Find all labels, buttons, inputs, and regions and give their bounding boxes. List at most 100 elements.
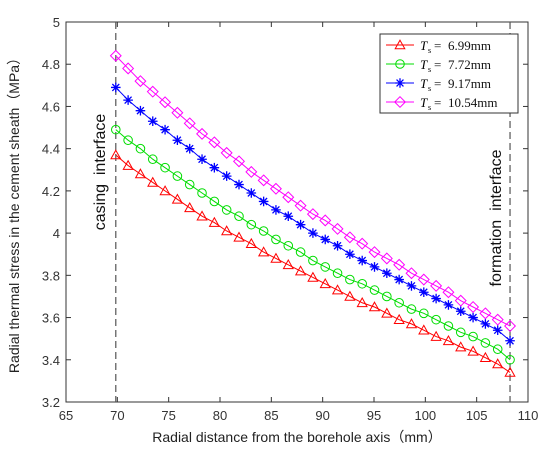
legend-symbol: T xyxy=(420,76,428,91)
data-point-asterisk xyxy=(455,306,466,317)
x-axis-title: Radial distance from the borehole axis（m… xyxy=(152,429,441,445)
data-point-asterisk xyxy=(172,135,183,146)
y-tick-label: 3.2 xyxy=(42,395,60,410)
data-point-circle xyxy=(135,143,146,154)
data-point-diamond xyxy=(232,155,246,168)
legend-equals: = xyxy=(434,95,441,110)
x-tick-label: 70 xyxy=(110,408,124,423)
data-point-circle xyxy=(369,285,380,295)
y-tick-label: 3.6 xyxy=(42,311,60,326)
legend-label: 7.72mm xyxy=(448,57,491,72)
x-tick-label: 75 xyxy=(161,408,175,423)
data-point-circle xyxy=(110,124,121,135)
data-point-asterisk xyxy=(492,325,503,336)
data-point-circle xyxy=(332,268,343,279)
x-tick-label: 65 xyxy=(59,408,73,423)
data-point-triangle xyxy=(467,345,479,356)
data-point-asterisk xyxy=(123,95,133,105)
data-point-triangle xyxy=(233,231,245,242)
data-point-diamond xyxy=(257,174,270,187)
data-point-asterisk xyxy=(160,124,170,135)
data-point-triangle xyxy=(171,193,184,204)
data-point-diamond xyxy=(159,96,172,109)
data-point-asterisk xyxy=(246,188,257,198)
data-point-asterisk xyxy=(135,105,146,116)
data-point-diamond xyxy=(109,49,122,62)
data-point-triangle xyxy=(319,277,331,289)
data-point-diamond xyxy=(491,313,504,326)
series-diamond xyxy=(109,49,517,333)
series-group xyxy=(109,49,517,377)
y-tick-label: 4.2 xyxy=(42,184,60,199)
data-point-diamond xyxy=(282,191,295,204)
data-point-triangle xyxy=(270,252,282,263)
data-point-asterisk xyxy=(369,262,380,272)
data-point-triangle xyxy=(134,168,147,179)
data-point-triangle xyxy=(368,301,381,312)
data-point-triangle xyxy=(356,296,368,308)
data-point-diamond xyxy=(306,208,319,221)
data-point-asterisk xyxy=(357,255,367,266)
data-point-diamond xyxy=(294,199,307,212)
data-point-circle xyxy=(197,188,207,198)
data-point-triangle xyxy=(196,210,208,221)
legend-marker-asterisk xyxy=(395,78,405,88)
data-point-circle xyxy=(492,344,503,355)
data-point-asterisk xyxy=(221,171,232,181)
data-point-diamond xyxy=(220,146,233,159)
data-point-triangle xyxy=(245,237,257,248)
data-point-triangle xyxy=(455,341,467,352)
data-point-circle xyxy=(468,331,478,342)
data-point-asterisk xyxy=(418,287,429,298)
data-point-circle xyxy=(431,314,441,325)
axis-ticks: 65 70 75 80 85 90 95 100 105 110 3.2 3.4 3.6 3.8 4 4.2 4… xyxy=(42,15,538,423)
data-point-diamond xyxy=(171,106,184,119)
data-point-circle xyxy=(505,354,515,365)
legend-marker-diamond xyxy=(393,95,407,109)
legend-subscript: s xyxy=(428,65,431,74)
data-point-triangle xyxy=(442,334,455,346)
data-point-asterisk xyxy=(209,162,220,173)
series-circle xyxy=(110,124,515,365)
y-tick-label: 4.6 xyxy=(42,99,60,114)
data-point-triangle xyxy=(184,201,196,213)
data-point-circle xyxy=(295,247,306,257)
legend-marker-triangle xyxy=(394,39,406,50)
legend-symbol: T xyxy=(420,95,428,110)
data-point-asterisk xyxy=(295,219,306,230)
data-point-circle xyxy=(147,154,158,165)
x-tick-label: 110 xyxy=(518,408,539,423)
data-point-triangle xyxy=(294,265,307,276)
y-tick-label: 5 xyxy=(53,15,60,30)
data-point-diamond xyxy=(356,237,369,250)
data-point-diamond xyxy=(331,222,344,235)
y-tick-label: 3.8 xyxy=(42,268,60,283)
data-point-asterisk xyxy=(271,205,281,215)
data-point-diamond xyxy=(467,300,480,314)
legend-subscript: s xyxy=(428,84,431,93)
data-point-diamond xyxy=(245,165,258,178)
x-tick-label: 100 xyxy=(414,408,436,423)
data-point-circle xyxy=(271,234,281,245)
data-point-diamond xyxy=(368,246,381,259)
data-point-asterisk xyxy=(382,268,392,279)
data-point-circle xyxy=(283,240,294,251)
data-point-asterisk xyxy=(394,274,404,285)
data-point-triangle xyxy=(504,366,516,377)
data-point-circle xyxy=(406,304,417,314)
data-point-triangle xyxy=(147,176,159,187)
legend-label: 9.17mm xyxy=(448,76,491,91)
legend-equals: = xyxy=(434,57,441,72)
data-point-diamond xyxy=(405,267,418,280)
data-point-triangle xyxy=(159,185,171,196)
x-tick-label: 80 xyxy=(213,408,227,423)
interface-lines: casing interface formation interface xyxy=(92,22,511,402)
y-tick-label: 4.4 xyxy=(42,142,60,157)
data-point-diamond xyxy=(269,182,282,195)
data-point-asterisk xyxy=(110,82,121,93)
data-point-triangle xyxy=(381,307,393,318)
legend-subscript: s xyxy=(428,103,431,112)
data-point-asterisk xyxy=(505,335,515,346)
data-point-diamond xyxy=(122,62,135,75)
